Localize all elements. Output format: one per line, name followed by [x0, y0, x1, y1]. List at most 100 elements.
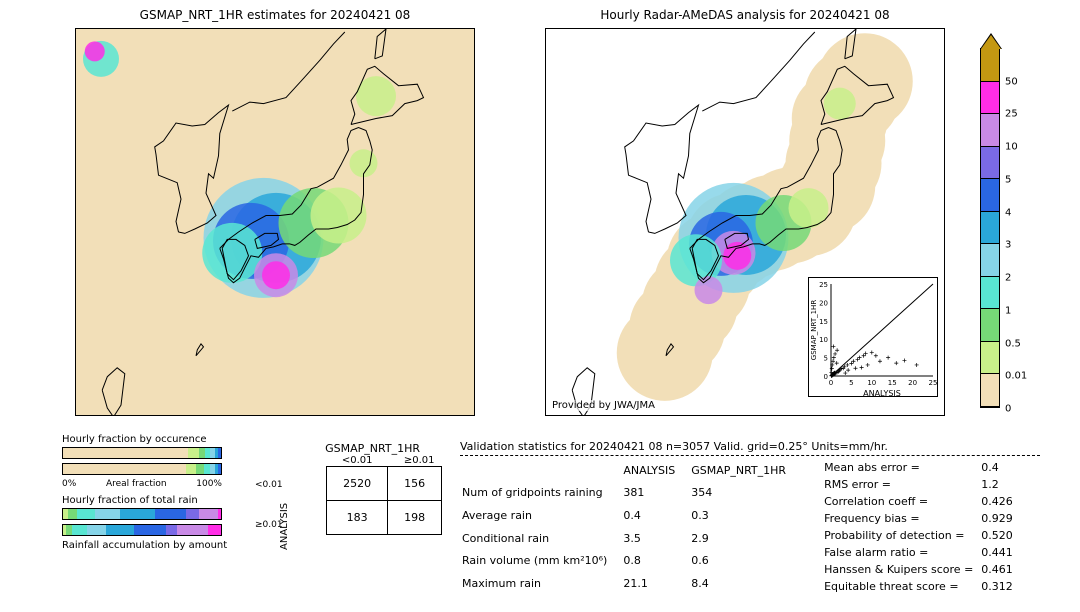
- ctable-row-0: <0.01: [255, 480, 283, 490]
- hbar-segment: [63, 448, 188, 458]
- xtick-label: 120°E: [556, 415, 586, 416]
- svg-text:5: 5: [849, 379, 853, 387]
- hbar-segment: [87, 525, 106, 535]
- stats-panel: Validation statistics for 20240421 08 n=…: [460, 440, 1060, 596]
- stats-cell: Conditional rain: [462, 528, 621, 549]
- stats-cell: 354: [691, 483, 800, 504]
- stats-cell: 0.8: [623, 551, 689, 572]
- table-row: 183 198: [327, 501, 442, 535]
- inset-scatter: 00551010151520202525ANALYSISGSMAP_NRT_1H…: [808, 277, 938, 397]
- ctable-col-0: <0.01: [326, 455, 388, 466]
- metric-cell: Hanssen & Kuipers score =: [824, 562, 979, 577]
- metric-cell: RMS error =: [824, 477, 979, 492]
- hourly-fraction-panel: Hourly fraction by occurence Est Obs 0% …: [62, 434, 227, 553]
- xtick-label: 125°E: [148, 415, 178, 416]
- hbar-segment: [218, 509, 221, 519]
- stats-cell: Num of gridpoints raining: [462, 483, 621, 504]
- xlabel: Areal fraction: [106, 479, 167, 489]
- xmin-label: 0%: [62, 479, 76, 489]
- colorbar-segment: [981, 114, 999, 147]
- xmax-label: 100%: [196, 479, 222, 489]
- colorbar-label: 0.5: [1005, 338, 1021, 349]
- metric-cell: 0.929: [981, 511, 1019, 526]
- hbar-segment: [68, 509, 77, 519]
- contingency-table: 2520 156 183 198: [326, 466, 442, 535]
- hbar-segment: [218, 464, 221, 474]
- hbar-segment: [196, 464, 204, 474]
- table-row: Hanssen & Kuipers score =0.461: [824, 562, 1019, 577]
- xtick-label: 135°E: [273, 415, 303, 416]
- table-row: Average rain0.40.3: [462, 505, 800, 526]
- xtick-label: 145°E: [398, 415, 428, 416]
- ytick-label: 30°N: [75, 292, 76, 303]
- occurrence-bar-obs: Obs: [62, 463, 222, 475]
- table-row: Maximum rain21.18.4: [462, 573, 800, 594]
- colorbar-label: 1: [1005, 305, 1011, 316]
- inset-svg: 00551010151520202525ANALYSISGSMAP_NRT_1H…: [809, 278, 939, 398]
- metric-cell: 0.441: [981, 545, 1019, 560]
- totalrain-bar-est: Est: [62, 508, 222, 520]
- xtick-label: 135°E: [743, 415, 773, 416]
- hbar-segment: [106, 525, 134, 535]
- xtick-label: 145°E: [868, 415, 898, 416]
- hbar-segment: [155, 509, 187, 519]
- ctable-col-header: GSMAP_NRT_1HR: [295, 442, 450, 455]
- xtick-label: 140°E: [336, 415, 366, 416]
- totalrain-title: Hourly fraction of total rain: [62, 495, 227, 506]
- metric-cell: 1.2: [981, 477, 1019, 492]
- ytick-label: 35°N: [75, 218, 76, 229]
- ctable-col-1: ≥0.01: [388, 455, 450, 466]
- ytick-label: 25°N: [75, 367, 76, 378]
- ytick-label: 45°N: [545, 68, 546, 79]
- hbar-segment: [186, 464, 195, 474]
- ytick-label: 40°N: [75, 143, 76, 154]
- cell-10: 183: [327, 501, 388, 535]
- stats-cell: Rain volume (mm km²10⁶): [462, 551, 621, 572]
- table-row: False alarm ratio =0.441: [824, 545, 1019, 560]
- colorbar-label: 0.01: [1005, 371, 1027, 382]
- colorbar-segment: [981, 309, 999, 342]
- svg-text:5: 5: [824, 355, 828, 363]
- hbar-segment: [95, 509, 120, 519]
- stats-cell: 381: [623, 483, 689, 504]
- xtick-label: 140°E: [806, 415, 836, 416]
- svg-text:15: 15: [888, 379, 897, 387]
- metric-cell: Mean abs error =: [824, 460, 979, 475]
- colorbar-over-triangle-fill: [981, 35, 1001, 49]
- ctable-row-1: ≥0.01: [255, 520, 283, 530]
- colorbar-segment: [981, 147, 999, 180]
- ytick-label: 40°N: [545, 143, 546, 154]
- table-row: Equitable threat score =0.312: [824, 579, 1019, 594]
- svg-text:25: 25: [819, 281, 828, 289]
- xtick-label: 130°E: [211, 415, 241, 416]
- metric-cell: 0.312: [981, 579, 1019, 594]
- cell-00: 2520: [327, 467, 388, 501]
- svg-text:25: 25: [929, 379, 938, 387]
- metric-cell: 0.4: [981, 460, 1019, 475]
- xtick-label: 120°E: [86, 415, 116, 416]
- colorbar-label: 0: [1005, 404, 1011, 415]
- occurrence-title: Hourly fraction by occurence: [62, 434, 227, 445]
- colorbar-segment: [981, 277, 999, 310]
- hbar-segment: [72, 525, 86, 535]
- map-right-title: Hourly Radar-AMeDAS analysis for 2024042…: [545, 8, 945, 22]
- map-left: 120°E 125°E 130°E 135°E 140°E 145°E 25°N 30°N 35…: [75, 28, 475, 416]
- ytick-label: 30°N: [545, 292, 546, 303]
- stats-cell: Average rain: [462, 505, 621, 526]
- table-row: 2520 156: [327, 467, 442, 501]
- cell-01: 156: [388, 467, 442, 501]
- stats-right-table: Mean abs error =0.4RMS error =1.2Correla…: [822, 458, 1021, 596]
- metric-cell: Equitable threat score =: [824, 579, 979, 594]
- colorbar-label: 5: [1005, 174, 1011, 185]
- hbar-segment: [77, 509, 94, 519]
- hbar-segment: [199, 509, 218, 519]
- stats-h1: ANALYSIS: [623, 460, 689, 481]
- metric-cell: Frequency bias =: [824, 511, 979, 526]
- cell-11: 198: [388, 501, 442, 535]
- table-row: RMS error =1.2: [824, 477, 1019, 492]
- hbar-segment: [166, 525, 177, 535]
- table-row: Mean abs error =0.4: [824, 460, 1019, 475]
- table-row: ANALYSIS GSMAP_NRT_1HR: [462, 460, 800, 481]
- colorbar-label: 3: [1005, 240, 1011, 251]
- stats-cell: 3.5: [623, 528, 689, 549]
